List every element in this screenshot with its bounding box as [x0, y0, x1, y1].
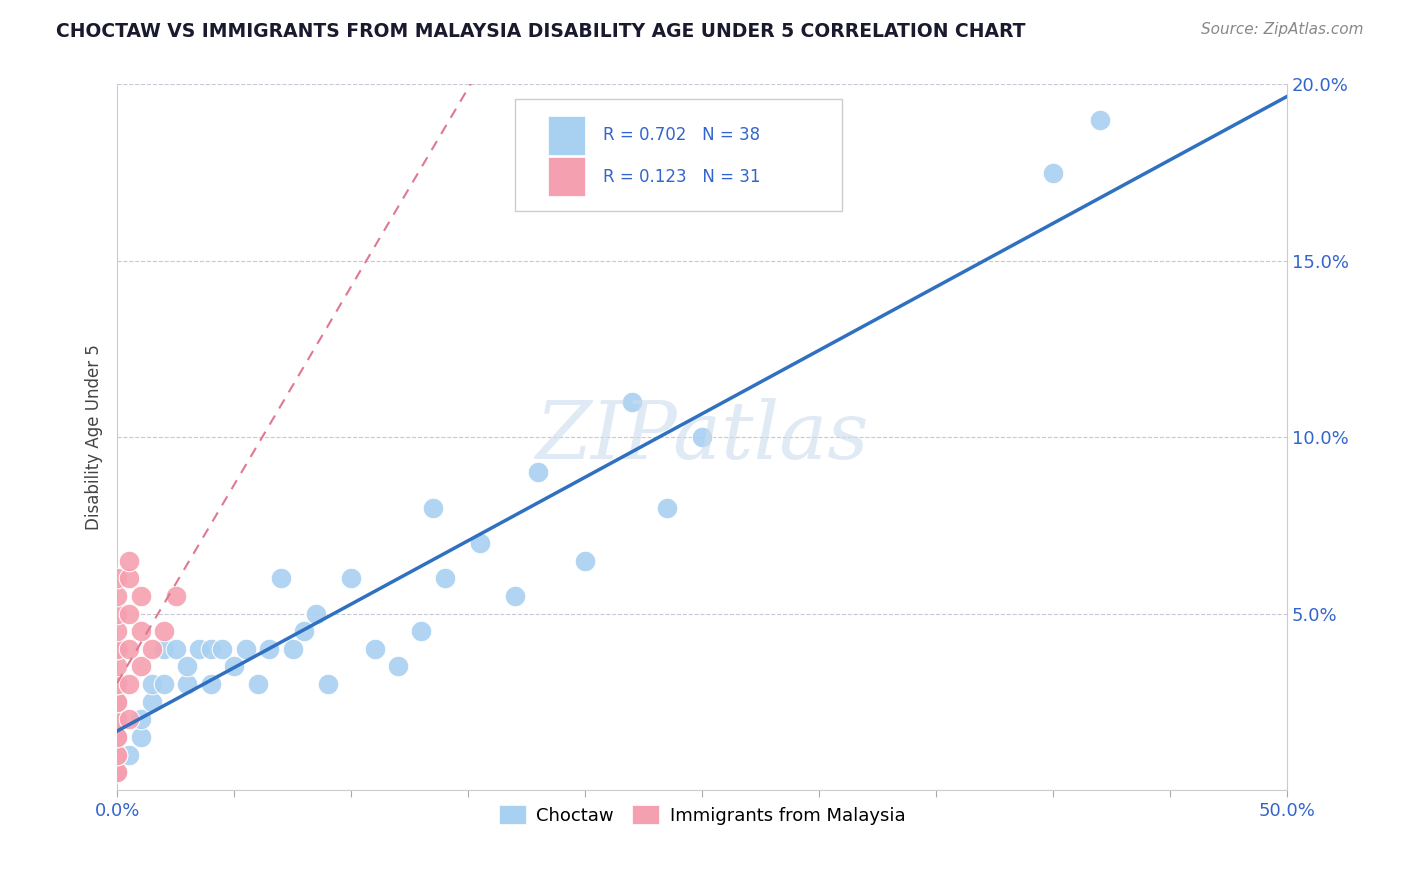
- Point: [105, 747, 128, 762]
- Point: [105, 712, 128, 726]
- Point: [118, 641, 141, 656]
- Point: [118, 571, 141, 585]
- Point: [200, 641, 222, 656]
- Point: [105, 641, 128, 656]
- Text: R = 0.702   N = 38: R = 0.702 N = 38: [603, 127, 759, 145]
- Point: [105, 571, 128, 585]
- Point: [270, 571, 292, 585]
- Point: [292, 624, 315, 639]
- Point: [211, 641, 233, 656]
- Point: [305, 607, 328, 621]
- Point: [105, 747, 128, 762]
- Point: [503, 589, 526, 603]
- Legend: Choctaw, Immigrants from Malaysia: Choctaw, Immigrants from Malaysia: [489, 797, 915, 834]
- Point: [620, 395, 643, 409]
- Point: [105, 659, 128, 673]
- Point: [235, 641, 257, 656]
- Point: [105, 695, 128, 709]
- Point: [105, 607, 128, 621]
- Point: [259, 641, 281, 656]
- Point: [340, 571, 363, 585]
- Point: [176, 677, 198, 691]
- Point: [574, 554, 596, 568]
- Point: [188, 641, 211, 656]
- Text: R = 0.123   N = 31: R = 0.123 N = 31: [603, 168, 761, 186]
- Bar: [548, 116, 585, 154]
- Point: [105, 765, 128, 780]
- Point: [129, 624, 152, 639]
- Point: [527, 466, 550, 480]
- FancyBboxPatch shape: [515, 98, 842, 211]
- Point: [105, 695, 128, 709]
- Point: [387, 659, 409, 673]
- Point: [200, 677, 222, 691]
- Point: [118, 607, 141, 621]
- Point: [246, 677, 269, 691]
- Point: [105, 624, 128, 639]
- Point: [105, 641, 128, 656]
- Point: [165, 641, 187, 656]
- Point: [153, 624, 176, 639]
- Point: [468, 536, 491, 550]
- Point: [1042, 166, 1064, 180]
- Bar: [548, 157, 585, 196]
- Point: [176, 659, 198, 673]
- Point: [118, 747, 141, 762]
- Point: [105, 589, 128, 603]
- Point: [105, 730, 128, 744]
- Point: [1088, 112, 1111, 127]
- Point: [141, 677, 163, 691]
- Point: [411, 624, 433, 639]
- Point: [433, 571, 456, 585]
- Point: [153, 677, 176, 691]
- Point: [141, 641, 163, 656]
- Point: [105, 765, 128, 780]
- Text: CHOCTAW VS IMMIGRANTS FROM MALAYSIA DISABILITY AGE UNDER 5 CORRELATION CHART: CHOCTAW VS IMMIGRANTS FROM MALAYSIA DISA…: [56, 22, 1026, 41]
- Point: [118, 554, 141, 568]
- Point: [655, 500, 678, 515]
- Point: [224, 659, 246, 673]
- Point: [105, 677, 128, 691]
- Point: [141, 695, 163, 709]
- Point: [129, 730, 152, 744]
- Point: [129, 589, 152, 603]
- Point: [281, 641, 304, 656]
- Point: [105, 712, 128, 726]
- Point: [105, 677, 128, 691]
- Point: [153, 641, 176, 656]
- Point: [129, 712, 152, 726]
- Point: [165, 589, 187, 603]
- Point: [118, 677, 141, 691]
- Point: [422, 500, 444, 515]
- Point: [129, 659, 152, 673]
- Point: [690, 430, 713, 444]
- Point: [363, 641, 385, 656]
- Point: [105, 730, 128, 744]
- Point: [316, 677, 339, 691]
- Text: ZIPatlas: ZIPatlas: [536, 399, 869, 476]
- Text: Source: ZipAtlas.com: Source: ZipAtlas.com: [1201, 22, 1364, 37]
- Point: [118, 712, 141, 726]
- Y-axis label: Disability Age Under 5: Disability Age Under 5: [86, 344, 103, 530]
